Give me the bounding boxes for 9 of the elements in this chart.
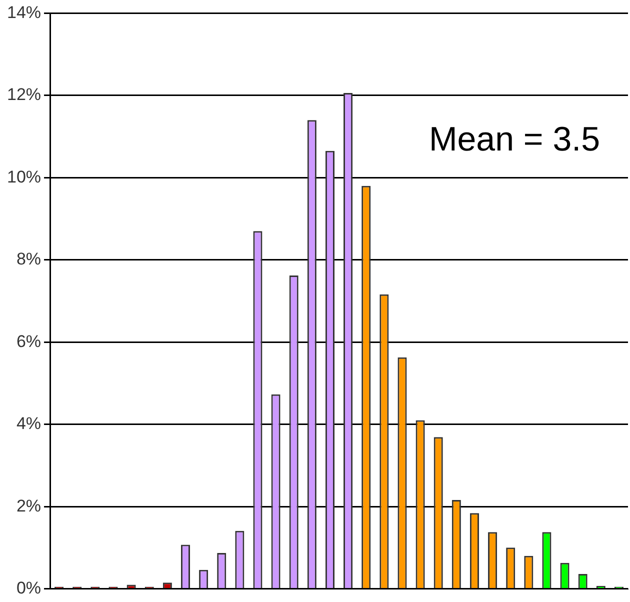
annotation: Mean = 3.5 (428, 120, 600, 159)
y-tick-label: 0% (16, 578, 42, 598)
y-tick-label: 6% (16, 332, 42, 351)
y-tick-label: 14% (6, 2, 42, 22)
y-tick-label: 10% (6, 167, 42, 186)
y-tick-label: 12% (6, 85, 42, 104)
y-tick-label: 4% (16, 414, 42, 434)
y-tick-label: 8% (16, 250, 42, 269)
y-tick-label: 2% (16, 496, 42, 516)
